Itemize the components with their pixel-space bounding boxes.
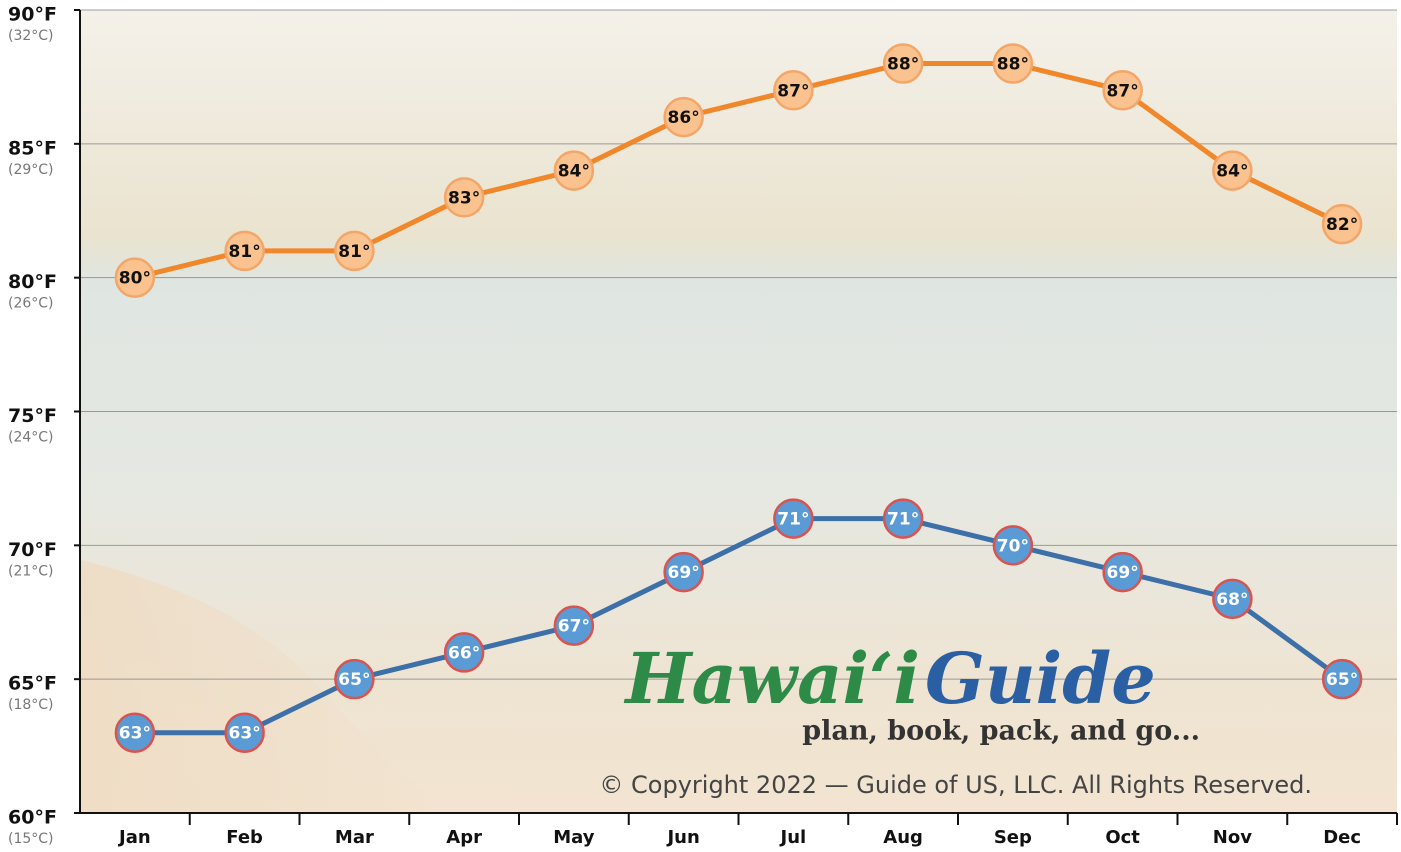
tagline: plan, book, pack, and go... <box>802 716 1200 747</box>
data-label: 88° <box>887 55 919 75</box>
data-label: 80° <box>119 269 151 289</box>
x-tick-label: Apr <box>446 827 482 848</box>
y-tick-sublabel: (18°C) <box>8 697 54 713</box>
data-label: 81° <box>229 242 261 262</box>
data-label: 83° <box>448 188 480 208</box>
y-tick-label: 85°F <box>8 137 57 159</box>
data-label: 69° <box>668 563 700 583</box>
y-tick-sublabel: (24°C) <box>8 430 54 446</box>
data-label: 71° <box>777 510 809 530</box>
data-label: 88° <box>997 55 1029 75</box>
y-tick-label: 70°F <box>8 539 57 561</box>
y-tick-label: 60°F <box>8 807 57 829</box>
x-tick-label: Mar <box>335 827 374 848</box>
data-label: 67° <box>558 617 590 637</box>
y-tick-label: 65°F <box>8 673 57 695</box>
y-tick-label: 90°F <box>8 4 57 26</box>
x-tick-label: May <box>553 827 595 848</box>
y-tick-sublabel: (26°C) <box>8 296 54 312</box>
data-label: 66° <box>448 643 480 663</box>
data-label: 81° <box>338 242 370 262</box>
data-label: 63° <box>119 724 151 744</box>
data-label: 69° <box>1107 563 1139 583</box>
data-label: 65° <box>338 670 370 690</box>
data-label: 86° <box>668 108 700 128</box>
chart: Hawaiʻi Guide plan, book, pack, and go..… <box>0 0 1401 852</box>
logo: Hawaiʻi <box>623 637 920 720</box>
x-tick-label: Feb <box>226 827 263 848</box>
x-tick-label: Sep <box>994 827 1032 848</box>
y-tick-label: 75°F <box>8 405 57 427</box>
y-tick-sublabel: (21°C) <box>8 563 54 579</box>
y-tick-sublabel: (15°C) <box>8 831 54 847</box>
data-label: 68° <box>1216 590 1248 610</box>
data-label: 65° <box>1326 670 1358 690</box>
x-tick-label: Jul <box>779 827 807 848</box>
copyright: © Copyright 2022 — Guide of US, LLC. All… <box>599 771 1312 799</box>
data-label: 63° <box>229 724 261 744</box>
data-label: 70° <box>997 536 1029 556</box>
x-tick-label: Jun <box>665 827 699 848</box>
data-label: 82° <box>1326 215 1358 235</box>
y-tick-label: 80°F <box>8 271 57 293</box>
x-tick-label: Oct <box>1105 827 1140 848</box>
data-label: 71° <box>887 510 919 530</box>
y-tick-sublabel: (32°C) <box>8 28 54 44</box>
y-tick-sublabel: (29°C) <box>8 162 54 178</box>
x-tick-label: Aug <box>883 827 923 848</box>
data-label: 87° <box>777 81 809 101</box>
x-tick-label: Jan <box>117 827 151 848</box>
logo: Guide <box>925 637 1156 720</box>
data-label: 84° <box>1216 162 1248 182</box>
x-tick-label: Nov <box>1213 827 1252 848</box>
x-tick-label: Dec <box>1323 827 1361 848</box>
data-label: 84° <box>558 162 590 182</box>
data-label: 87° <box>1107 81 1139 101</box>
